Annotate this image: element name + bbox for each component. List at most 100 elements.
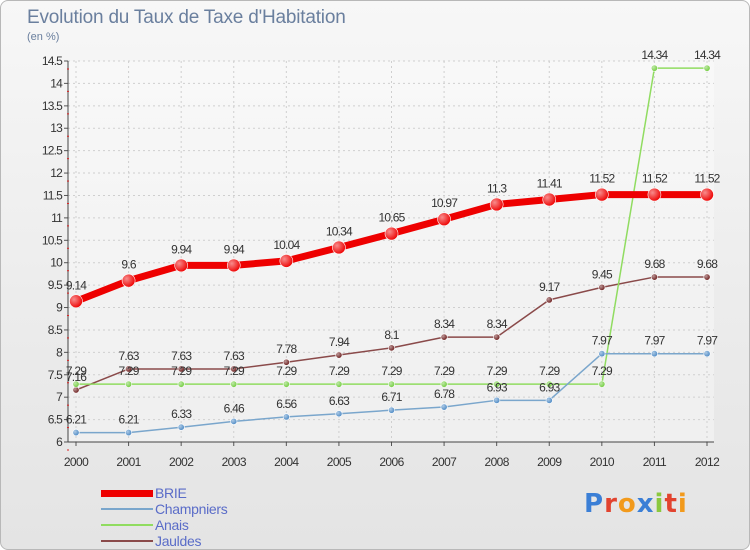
data-point-shine-champniers bbox=[388, 406, 395, 414]
data-label-jauldes: 9.68 bbox=[644, 257, 665, 271]
y-tick-label: 9 bbox=[56, 301, 63, 315]
data-point-shine-anais bbox=[125, 380, 132, 388]
data-label-brie: 11.3 bbox=[487, 181, 507, 195]
legend-item-jauldes: Jauldes bbox=[101, 533, 227, 549]
legend-item-champniers: Champniers bbox=[101, 501, 228, 517]
data-point-shine-jauldes bbox=[388, 344, 395, 352]
data-point-shine-anais bbox=[598, 380, 606, 388]
logo-letter: t bbox=[664, 489, 678, 519]
y-tick-label: 6.5 bbox=[48, 413, 63, 427]
legend-label: Jauldes bbox=[155, 533, 202, 549]
data-label-jauldes: 7.78 bbox=[276, 342, 297, 356]
data-label-jauldes: 9.68 bbox=[697, 257, 718, 271]
data-label-brie: 9.14 bbox=[66, 278, 87, 292]
data-point-shine-brie bbox=[174, 258, 188, 272]
data-point-shine-brie bbox=[227, 258, 241, 272]
x-tick-label: 2007 bbox=[432, 455, 457, 469]
data-point-shine-brie bbox=[69, 294, 83, 308]
data-point-shine-anais bbox=[388, 380, 395, 388]
data-label-brie: 10.04 bbox=[273, 238, 300, 252]
data-label-anais: 7.29 bbox=[171, 364, 192, 378]
data-label-brie: 11.52 bbox=[589, 172, 615, 186]
data-label-champniers: 6.46 bbox=[224, 401, 245, 415]
data-point-shine-jauldes bbox=[335, 351, 343, 359]
data-label-jauldes: 8.34 bbox=[434, 317, 455, 331]
data-point-shine-brie bbox=[647, 188, 661, 202]
data-label-jauldes: 7.63 bbox=[171, 349, 192, 363]
data-label-jauldes: 7.94 bbox=[329, 335, 350, 349]
data-label-anais: 7.29 bbox=[487, 364, 508, 378]
x-tick-label: 2002 bbox=[169, 455, 194, 469]
data-label-champniers: 6.56 bbox=[276, 397, 297, 411]
data-point-shine-champniers bbox=[651, 350, 658, 357]
data-label-anais: 7.29 bbox=[119, 364, 140, 378]
data-point-shine-anais bbox=[703, 64, 711, 72]
data-point-shine-champniers bbox=[230, 418, 237, 425]
logo-letter: r bbox=[604, 489, 618, 519]
data-point-shine-jauldes bbox=[72, 386, 80, 394]
data-label-brie: 9.94 bbox=[224, 242, 245, 256]
legend-swatch bbox=[101, 508, 153, 510]
data-point-shine-jauldes bbox=[493, 333, 500, 341]
chart-title: Evolution du Taux de Taxe d'Habitation bbox=[27, 7, 346, 28]
data-label-brie: 10.65 bbox=[378, 211, 405, 225]
logo-letter: o bbox=[617, 489, 637, 519]
y-tick-label: 11 bbox=[51, 211, 63, 225]
data-point-shine-champniers bbox=[125, 429, 132, 436]
legend-swatch bbox=[101, 489, 153, 497]
data-label-anais: 7.29 bbox=[276, 364, 297, 378]
legend-label: Champniers bbox=[155, 501, 228, 517]
data-label-brie: 10.97 bbox=[431, 196, 458, 210]
x-tick-label: 2008 bbox=[485, 455, 510, 469]
legend-swatch bbox=[101, 540, 153, 542]
data-label-champniers: 6.78 bbox=[434, 387, 455, 401]
data-point-shine-brie bbox=[332, 240, 346, 254]
data-point-shine-champniers bbox=[177, 424, 185, 431]
data-label-champniers: 6.93 bbox=[487, 380, 508, 394]
legend-item-anais: Anais bbox=[101, 517, 227, 533]
data-label-champniers: 7.97 bbox=[592, 334, 613, 348]
x-tick-label: 2009 bbox=[537, 455, 562, 469]
y-tick-label: 7.5 bbox=[48, 368, 63, 382]
data-point-shine-brie bbox=[542, 193, 556, 207]
logo-letter: i bbox=[654, 489, 665, 519]
y-tick-label: 14 bbox=[50, 76, 63, 90]
data-point-shine-anais bbox=[546, 380, 553, 388]
data-label-jauldes: 8.1 bbox=[384, 328, 399, 342]
data-label-brie: 11.41 bbox=[537, 177, 563, 191]
data-point-shine-anais bbox=[72, 380, 80, 388]
data-point-shine-anais bbox=[651, 64, 658, 72]
data-point-shine-brie bbox=[437, 212, 451, 226]
data-label-brie: 9.94 bbox=[171, 242, 192, 256]
data-label-jauldes: 7.63 bbox=[224, 349, 245, 363]
y-tick-label: 11.5 bbox=[43, 188, 63, 202]
data-label-champniers: 6.63 bbox=[329, 394, 350, 408]
axes: 6 6.5 7 7.5 8 8.5 9 9.5 10 10.5 11 11.5 12 12.5 13 13.5… bbox=[42, 54, 721, 469]
data-point-shine-anais bbox=[283, 380, 290, 388]
logo-letter: i bbox=[677, 489, 688, 519]
data-label-anais: 7.29 bbox=[329, 364, 350, 378]
y-tick-label: 6 bbox=[56, 435, 63, 449]
legend: BRIE Champniers Anais Jauldes bbox=[101, 485, 228, 549]
y-tick-label: 12 bbox=[50, 166, 63, 180]
data-label-anais: 7.29 bbox=[66, 364, 87, 378]
data-point-shine-anais bbox=[493, 380, 500, 388]
x-tick-label: 2011 bbox=[643, 455, 667, 469]
data-label-champniers: 6.33 bbox=[171, 407, 192, 421]
data-point-shine-champniers bbox=[283, 413, 290, 421]
data-label-anais: 7.29 bbox=[381, 364, 402, 378]
x-tick-label: 2006 bbox=[379, 455, 404, 469]
y-tick-label: 10.5 bbox=[42, 233, 63, 247]
data-point-shine-champniers bbox=[72, 429, 80, 436]
data-point-shine-jauldes bbox=[440, 333, 448, 341]
data-point-shine-jauldes bbox=[283, 359, 290, 366]
chart-unit-label: (en %) bbox=[27, 31, 60, 43]
x-tick-label: 2003 bbox=[222, 455, 247, 469]
data-point-shine-champniers bbox=[546, 397, 553, 404]
data-point-shine-anais bbox=[230, 380, 237, 388]
data-point-shine-champniers bbox=[335, 410, 343, 417]
x-tick-label: 2005 bbox=[327, 455, 352, 469]
proxiti-logo: Proxiti bbox=[584, 489, 688, 519]
y-tick-label: 14.5 bbox=[42, 54, 63, 68]
